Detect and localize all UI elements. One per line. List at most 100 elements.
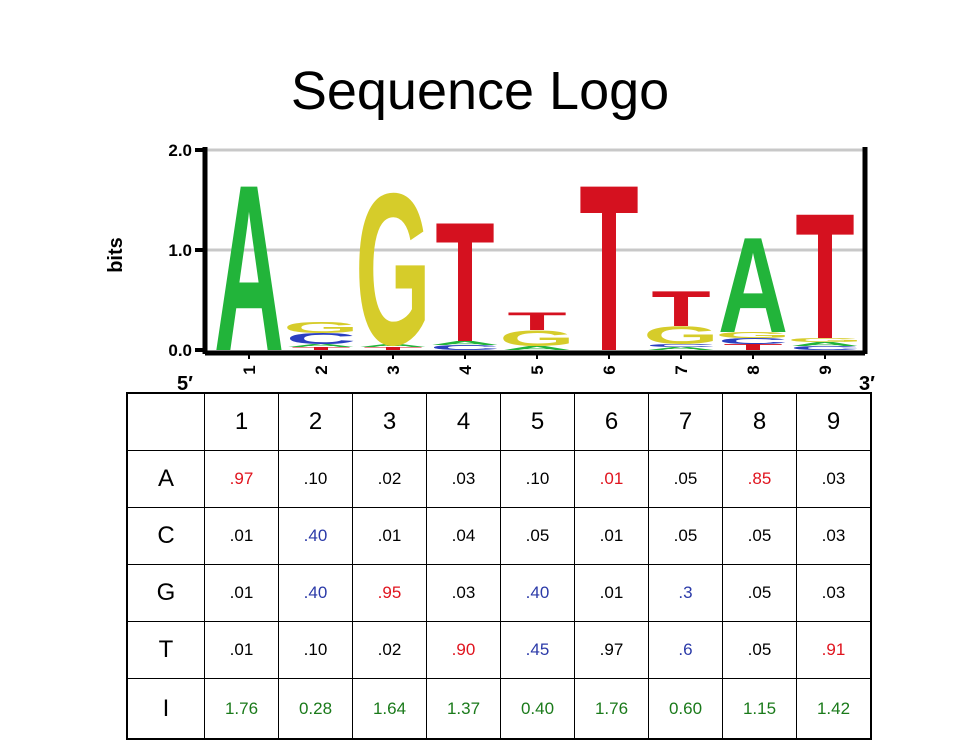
column-header-6: 6 (574, 392, 649, 451)
matrix-corner-cell (126, 392, 205, 451)
matrix-cell: .01 (574, 507, 649, 565)
position-label: 1 (240, 365, 259, 374)
logo-letter-G: G (787, 337, 863, 343)
matrix-row-T: T .01.10.02.90.45.97.6.05.91 (126, 621, 872, 679)
logo-letter-G: G (499, 326, 575, 351)
slide-title: Sequence Logo (290, 61, 670, 121)
matrix-cell: .01 (204, 621, 279, 679)
logo-letter-A: A (286, 343, 356, 348)
y-tick-label: 2.0 (168, 141, 192, 160)
matrix-cell: .03 (796, 507, 872, 565)
matrix-row-G: G .01.40.95.03.40.01.3.05.03 (126, 564, 872, 622)
logo-letter-A: A (646, 346, 716, 351)
matrix-cell: .10 (278, 450, 353, 508)
matrix-cell: .03 (426, 564, 501, 622)
matrix-cell: 1.76 (574, 678, 649, 740)
logo-letter-T: T (579, 137, 638, 390)
matrix-cell: .95 (352, 564, 427, 622)
three-prime-label: 3′ (859, 373, 875, 390)
logo-letter-A: A (214, 137, 284, 390)
matrix-cell: .05 (722, 564, 797, 622)
position-label: 7 (672, 365, 691, 374)
five-prime-label: 5′ (177, 373, 193, 390)
matrix-cell: 1.76 (204, 678, 279, 740)
column-header-9: 9 (796, 392, 872, 451)
logo-letter-T: T (507, 308, 566, 336)
position-label: 4 (456, 365, 475, 375)
logo-letter-G: G (283, 319, 359, 336)
position-label: 3 (384, 365, 403, 374)
matrix-cell: .01 (204, 507, 279, 565)
matrix-cell: 1.37 (426, 678, 501, 740)
logo-letter-A: A (502, 345, 572, 351)
logo-letter-G: G (715, 331, 791, 340)
matrix-cell: .01 (574, 450, 649, 508)
matrix-cell: .03 (426, 450, 501, 508)
logo-letter-C: C (646, 343, 716, 348)
logo-letter-C: C (286, 330, 356, 347)
logo-letter-A: A (358, 343, 428, 348)
logo-letter-T: T (723, 343, 782, 352)
matrix-cell: .04 (426, 507, 501, 565)
matrix-cell: .91 (796, 621, 872, 679)
matrix-cell: 1.15 (722, 678, 797, 740)
matrix-cell: .02 (352, 450, 427, 508)
matrix-cell: 1.64 (352, 678, 427, 740)
matrix-row-I: I 1.76 0.28 1.64 1.37 0.40 1.76 0.60 1.15 1.42 (126, 678, 872, 740)
logo-letter-T: T (435, 187, 494, 378)
matrix-cell: 1.42 (796, 678, 872, 740)
matrix-cell: .05 (722, 507, 797, 565)
column-header-8: 8 (722, 392, 797, 451)
logo-letter-G: G (643, 322, 719, 350)
matrix-cell: .01 (574, 564, 649, 622)
matrix-row-A: A .97.10.02.03.10.01.05.85.03 (126, 450, 872, 508)
row-label: T (126, 621, 205, 679)
matrix-cell: 0.60 (648, 678, 723, 740)
matrix-cell: .10 (500, 450, 575, 508)
matrix-row-C: C .01.40.01.04.05.01.05.05.03 (126, 507, 872, 565)
matrix-cell: .05 (648, 507, 723, 565)
matrix-cell: .01 (352, 507, 427, 565)
logo-letter-C: C (718, 337, 788, 346)
matrix-cell: 0.40 (500, 678, 575, 740)
matrix-cell: .03 (796, 450, 872, 508)
matrix-cell: 0.28 (278, 678, 353, 740)
matrix-cell: .40 (500, 564, 575, 622)
logo-letter-C: C (790, 345, 860, 351)
logo-letter-A: A (718, 210, 788, 362)
row-label: G (126, 564, 205, 622)
logo-letter-G: G (355, 148, 431, 390)
y-axis-label: bits (105, 237, 127, 273)
matrix-cell: .10 (278, 621, 353, 679)
logo-letter-T: T (291, 346, 350, 351)
matrix-cell: .05 (722, 621, 797, 679)
row-label: A (126, 450, 205, 508)
matrix-cell: .02 (352, 621, 427, 679)
logo-letter-A: A (790, 341, 860, 347)
matrix-cell: .05 (648, 450, 723, 508)
matrix-body: A .97.10.02.03.10.01.05.85.03 C .01.40.01.0… (126, 450, 872, 740)
position-label: 8 (744, 365, 763, 374)
logo-letter-A: A (430, 340, 500, 346)
row-label: C (126, 507, 205, 565)
matrix-cell: .45 (500, 621, 575, 679)
matrix-cell: .6 (648, 621, 723, 679)
matrix-cell: .40 (278, 507, 353, 565)
position-label: 5 (528, 365, 547, 374)
column-header-1: 1 (204, 392, 279, 451)
position-label: 2 (312, 365, 331, 374)
logo-letter-T: T (363, 346, 422, 351)
matrix-cell: .90 (426, 621, 501, 679)
logo-grid (205, 148, 865, 252)
matrix-cell: .01 (204, 564, 279, 622)
logo-letter-C: C (430, 344, 500, 352)
y-tick-label: 0.0 (168, 341, 192, 360)
column-header-5: 5 (500, 392, 575, 451)
matrix-cell: .3 (648, 564, 723, 622)
matrix-cell: .97 (574, 621, 649, 679)
matrix-cell: .40 (278, 564, 353, 622)
